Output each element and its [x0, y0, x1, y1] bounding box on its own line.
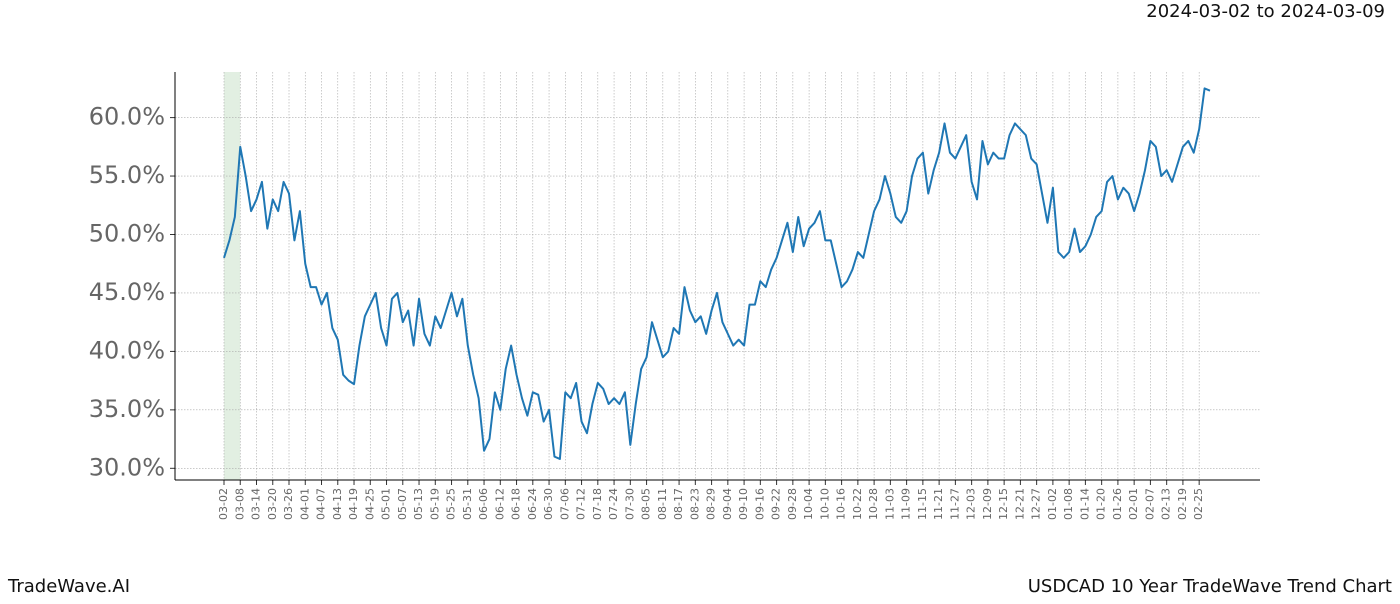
x-tick-label: 08-29: [705, 488, 718, 520]
x-tick-label: 09-28: [786, 488, 799, 520]
highlight-band: [224, 72, 241, 480]
data-line: [223, 87, 1211, 460]
y-tick-label: 60.0%: [89, 103, 165, 131]
x-tick-label: 10-10: [818, 488, 831, 520]
x-tick-label: 11-27: [948, 488, 961, 520]
x-tick-label: 12-15: [997, 488, 1010, 520]
x-tick-label: 12-21: [1013, 488, 1026, 520]
x-tick-label: 07-24: [607, 488, 620, 520]
x-tick-label: 01-26: [1111, 488, 1124, 520]
x-tick-label: 10-16: [835, 488, 848, 520]
x-tick-label: 10-04: [802, 488, 815, 520]
x-tick-label: 03-02: [217, 488, 230, 520]
x-tick-label: 07-06: [558, 488, 571, 520]
x-tick-label: 07-12: [575, 488, 588, 520]
x-tick-label: 04-25: [363, 488, 376, 520]
x-tick-label: 08-05: [640, 488, 653, 520]
x-tick-label: 05-25: [445, 488, 458, 520]
x-tick-label: 03-08: [233, 488, 246, 520]
x-tick-label: 09-22: [770, 488, 783, 520]
x-tick-label: 05-19: [428, 488, 441, 520]
x-tick-label: 02-25: [1192, 488, 1205, 520]
x-tick-label: 02-01: [1127, 488, 1140, 520]
x-tick-label: 06-30: [542, 488, 555, 520]
x-tick-label: 08-11: [656, 488, 669, 520]
x-tick-label: 01-02: [1046, 488, 1059, 520]
x-tick-label: 11-09: [900, 488, 913, 520]
x-tick-label: 10-28: [867, 488, 880, 520]
x-tick-label: 01-08: [1062, 488, 1075, 520]
x-tick-label: 06-06: [477, 488, 490, 520]
x-tick-label: 04-19: [347, 488, 360, 520]
x-tick-label: 03-26: [282, 488, 295, 520]
x-tick-label: 05-07: [396, 488, 409, 520]
x-tick-label: 07-30: [623, 488, 636, 520]
x-tick-label: 12-03: [965, 488, 978, 520]
y-tick-label: 55.0%: [89, 161, 165, 189]
x-tick-label: 02-19: [1176, 488, 1189, 520]
brand: TradeWave.AI: [7, 576, 130, 597]
x-tick-label: 06-24: [526, 488, 539, 520]
y-tick-label: 35.0%: [89, 395, 165, 423]
x-tick-label: 07-18: [591, 488, 604, 520]
x-tick-label: 12-09: [981, 488, 994, 520]
y-tick-label: 45.0%: [89, 278, 165, 306]
x-tick-label: 04-07: [315, 488, 328, 520]
x-tick-label: 05-01: [380, 488, 393, 520]
x-tick-label: 02-07: [1143, 488, 1156, 520]
x-tick-label: 04-13: [331, 488, 344, 520]
y-tick-label: 40.0%: [89, 336, 165, 364]
y-tick-label: 50.0%: [89, 219, 165, 247]
chart-title: USDCAD 10 Year TradeWave Trend Chart: [1028, 576, 1392, 597]
x-tick-label: 12-27: [1030, 488, 1043, 520]
x-tick-label: 08-23: [688, 488, 701, 520]
x-tick-label: 06-18: [510, 488, 523, 520]
x-tick-label: 08-17: [672, 488, 685, 520]
x-tick-label: 05-13: [412, 488, 425, 520]
x-tick-label: 11-15: [916, 488, 929, 520]
x-tick-label: 01-14: [1078, 488, 1091, 520]
x-tick-label: 02-13: [1160, 488, 1173, 520]
x-tick-label: 03-14: [250, 488, 263, 520]
date-range: 2024-03-02 to 2024-03-09: [1146, 1, 1385, 22]
x-tick-label: 05-31: [461, 488, 474, 520]
x-tick-label: 11-21: [932, 488, 945, 520]
x-tick-label: 11-03: [883, 488, 896, 520]
x-tick-label: 10-22: [851, 488, 864, 520]
x-tick-label: 09-10: [737, 488, 750, 520]
x-tick-label: 03-20: [266, 488, 279, 520]
x-tick-label: 04-01: [298, 488, 311, 520]
x-tick-label: 09-04: [721, 488, 734, 520]
x-tick-label: 09-16: [753, 488, 766, 520]
x-tick-label: 01-20: [1095, 488, 1108, 520]
y-tick-label: 30.0%: [89, 453, 165, 481]
x-tick-label: 06-12: [493, 488, 506, 520]
